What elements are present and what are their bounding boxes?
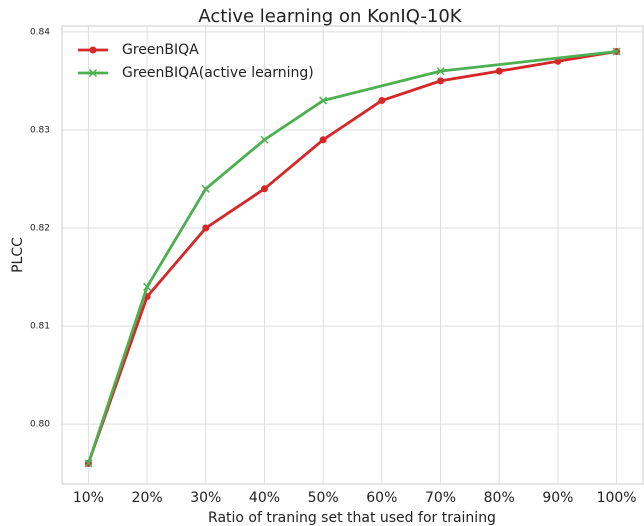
point <box>260 135 269 144</box>
point <box>260 185 268 193</box>
point <box>201 184 210 193</box>
x-tick-label: 50% <box>308 490 339 506</box>
legend-marker <box>88 68 98 78</box>
y-tick-label: 0.80 <box>30 420 50 430</box>
x-tick-label: 80% <box>484 490 515 506</box>
point <box>437 77 445 85</box>
x-tick-label: 20% <box>132 490 163 506</box>
x-tick-label: 90% <box>542 490 573 506</box>
chart-title: Active learning on KonIQ-10K <box>198 6 462 27</box>
point <box>143 282 152 291</box>
point <box>378 97 386 105</box>
legend-label: GreenBIQA <box>122 42 199 58</box>
point <box>319 96 328 105</box>
y-tick-label: 0.81 <box>30 322 50 332</box>
legend-label: GreenBIQA(active learning) <box>122 65 314 81</box>
point <box>202 224 210 232</box>
legend-marker <box>89 46 97 54</box>
x-axis-label: Ratio of traning set that used for train… <box>208 510 496 526</box>
point <box>495 67 503 75</box>
x-tick-label: 100% <box>597 490 637 506</box>
point <box>84 459 93 468</box>
point <box>612 47 621 56</box>
x-tick-label: 70% <box>425 490 456 506</box>
series-line <box>87 50 617 464</box>
x-tick-label: 30% <box>190 490 221 506</box>
x-tick-label: 60% <box>366 490 397 506</box>
point <box>319 136 327 144</box>
x-tick-label: 40% <box>249 490 280 506</box>
x-tick-label: 10% <box>73 490 104 506</box>
point <box>436 67 445 76</box>
y-tick-label: 0.83 <box>30 125 50 135</box>
y-tick-label: 0.84 <box>30 27 50 37</box>
plot-area <box>61 25 644 485</box>
y-tick-label: 0.82 <box>30 224 50 234</box>
y-axis-label: PLCC <box>10 237 26 273</box>
